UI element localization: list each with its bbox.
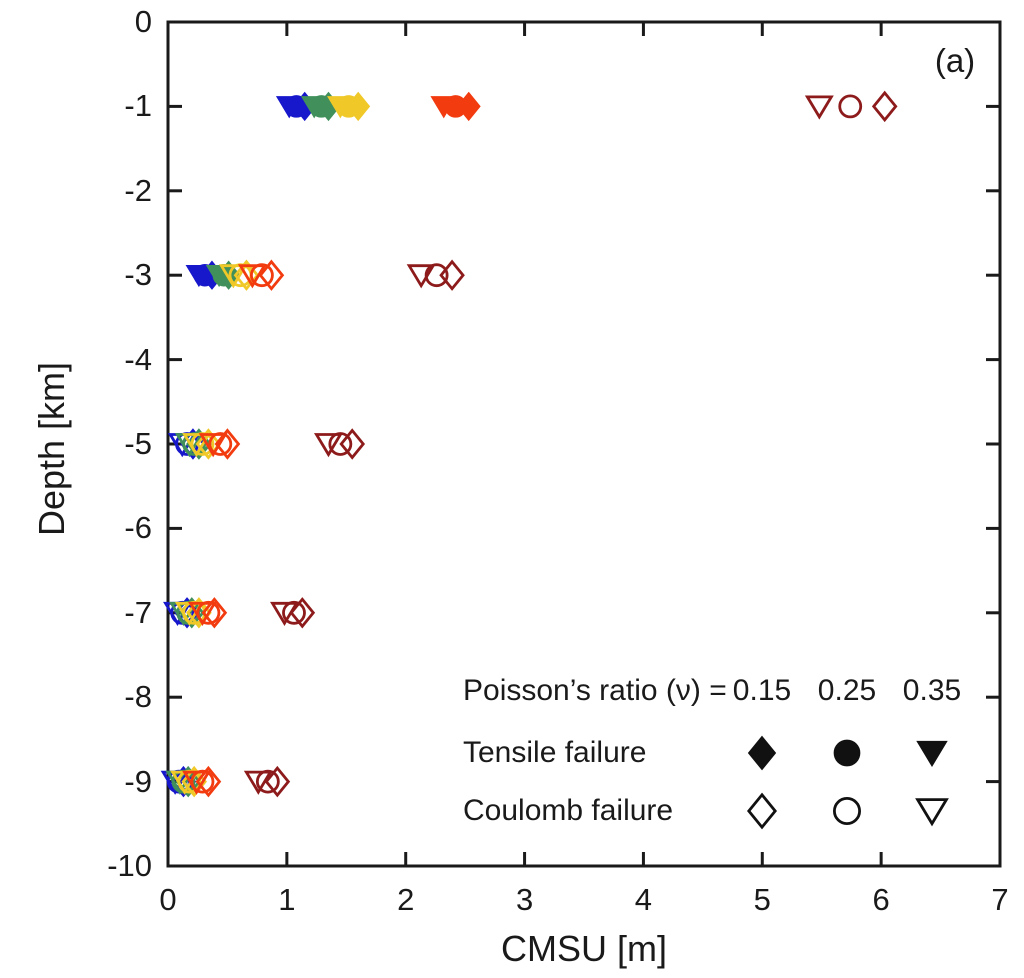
x-tick-label: 0 bbox=[159, 882, 177, 917]
y-tick-label: -10 bbox=[107, 848, 152, 883]
legend-row-tensile-label: Tensile failure bbox=[463, 736, 647, 769]
data-marker-circle-open bbox=[190, 769, 215, 794]
legend-nu-015: 0.15 bbox=[732, 674, 792, 707]
data-marker-diamond-filled bbox=[747, 735, 777, 771]
data-marker-diamond-open bbox=[339, 428, 366, 460]
data-marker-triangle-down-open bbox=[243, 770, 273, 795]
legend-header: Poisson’s ratio (ν) = bbox=[463, 674, 727, 707]
data-marker-diamond-open bbox=[195, 428, 222, 460]
data-marker-triangle-down-open bbox=[915, 798, 949, 827]
data-marker-diamond-open bbox=[214, 428, 241, 460]
data-marker-circle-open bbox=[282, 600, 306, 625]
legend-nu-035: 0.35 bbox=[902, 674, 962, 707]
x-tick-label: 2 bbox=[397, 882, 415, 917]
x-tick-label: 4 bbox=[634, 882, 653, 917]
data-marker-diamond-filled bbox=[346, 91, 371, 122]
legend-nu-025: 0.25 bbox=[817, 674, 877, 707]
data-marker-circle-open bbox=[255, 769, 280, 794]
legend-row-coulomb-label: Coulomb failure bbox=[463, 794, 674, 827]
data-marker-circle-open bbox=[196, 600, 221, 625]
data-marker-diamond-open bbox=[871, 90, 898, 123]
y-tick-label: -7 bbox=[124, 594, 152, 630]
y-tick-label: -1 bbox=[124, 88, 152, 124]
data-marker-triangle-down-filled bbox=[916, 740, 948, 768]
data-marker-circle-open bbox=[208, 432, 233, 456]
x-tick-label: 1 bbox=[278, 882, 296, 917]
y-tick-label: -5 bbox=[124, 426, 152, 461]
y-tick-label: -4 bbox=[124, 341, 152, 377]
series-orange bbox=[182, 91, 481, 798]
legend-marker-filled-circle bbox=[823, 729, 871, 777]
data-marker-triangle-down-open bbox=[237, 264, 267, 289]
legend-marker-open-diamond bbox=[738, 787, 786, 835]
data-marker-diamond-filled bbox=[456, 91, 481, 122]
y-tick-label: -8 bbox=[124, 679, 152, 715]
data-marker-diamond-open bbox=[201, 597, 228, 629]
x-tick-label: 7 bbox=[991, 882, 1009, 917]
data-marker-circle-open bbox=[249, 263, 274, 288]
data-marker-diamond-open bbox=[289, 597, 316, 629]
x-tick-label: 6 bbox=[872, 882, 890, 917]
data-marker-diamond-open bbox=[264, 765, 291, 798]
data-marker-circle-filled bbox=[833, 739, 861, 767]
data-marker-diamond-open bbox=[439, 259, 465, 291]
x-axis-title: CMSU [m] bbox=[501, 928, 667, 969]
data-marker-circle-open bbox=[424, 263, 449, 288]
data-marker-triangle-down-open bbox=[313, 433, 343, 458]
y-tick-label: -6 bbox=[124, 510, 152, 546]
data-marker-diamond-open bbox=[258, 259, 285, 291]
legend-marker-filled-diamond bbox=[738, 729, 786, 777]
data-marker-diamond-open bbox=[195, 765, 222, 798]
panel-label: (a) bbox=[934, 42, 976, 79]
y-tick-label: 0 bbox=[134, 4, 152, 39]
y-tick-label: -2 bbox=[124, 172, 152, 208]
data-marker-circle-open bbox=[328, 432, 353, 456]
legend-marker-open-circle bbox=[823, 787, 871, 835]
x-tick-label: 3 bbox=[515, 882, 534, 917]
data-marker-triangle-down-open bbox=[804, 95, 834, 120]
series-green bbox=[165, 91, 341, 798]
legend-marker-open-triangle-down bbox=[908, 787, 956, 835]
x-tick-label: 5 bbox=[753, 882, 771, 917]
series-darkred bbox=[243, 90, 898, 798]
legend-marker-filled-triangle-down bbox=[908, 729, 956, 777]
y-tick-label: -3 bbox=[124, 257, 152, 293]
data-marker-diamond-open bbox=[746, 792, 778, 830]
data-marker-circle-open bbox=[832, 796, 862, 826]
y-tick-label: -9 bbox=[124, 763, 152, 799]
data-marker-circle-open bbox=[838, 94, 863, 119]
